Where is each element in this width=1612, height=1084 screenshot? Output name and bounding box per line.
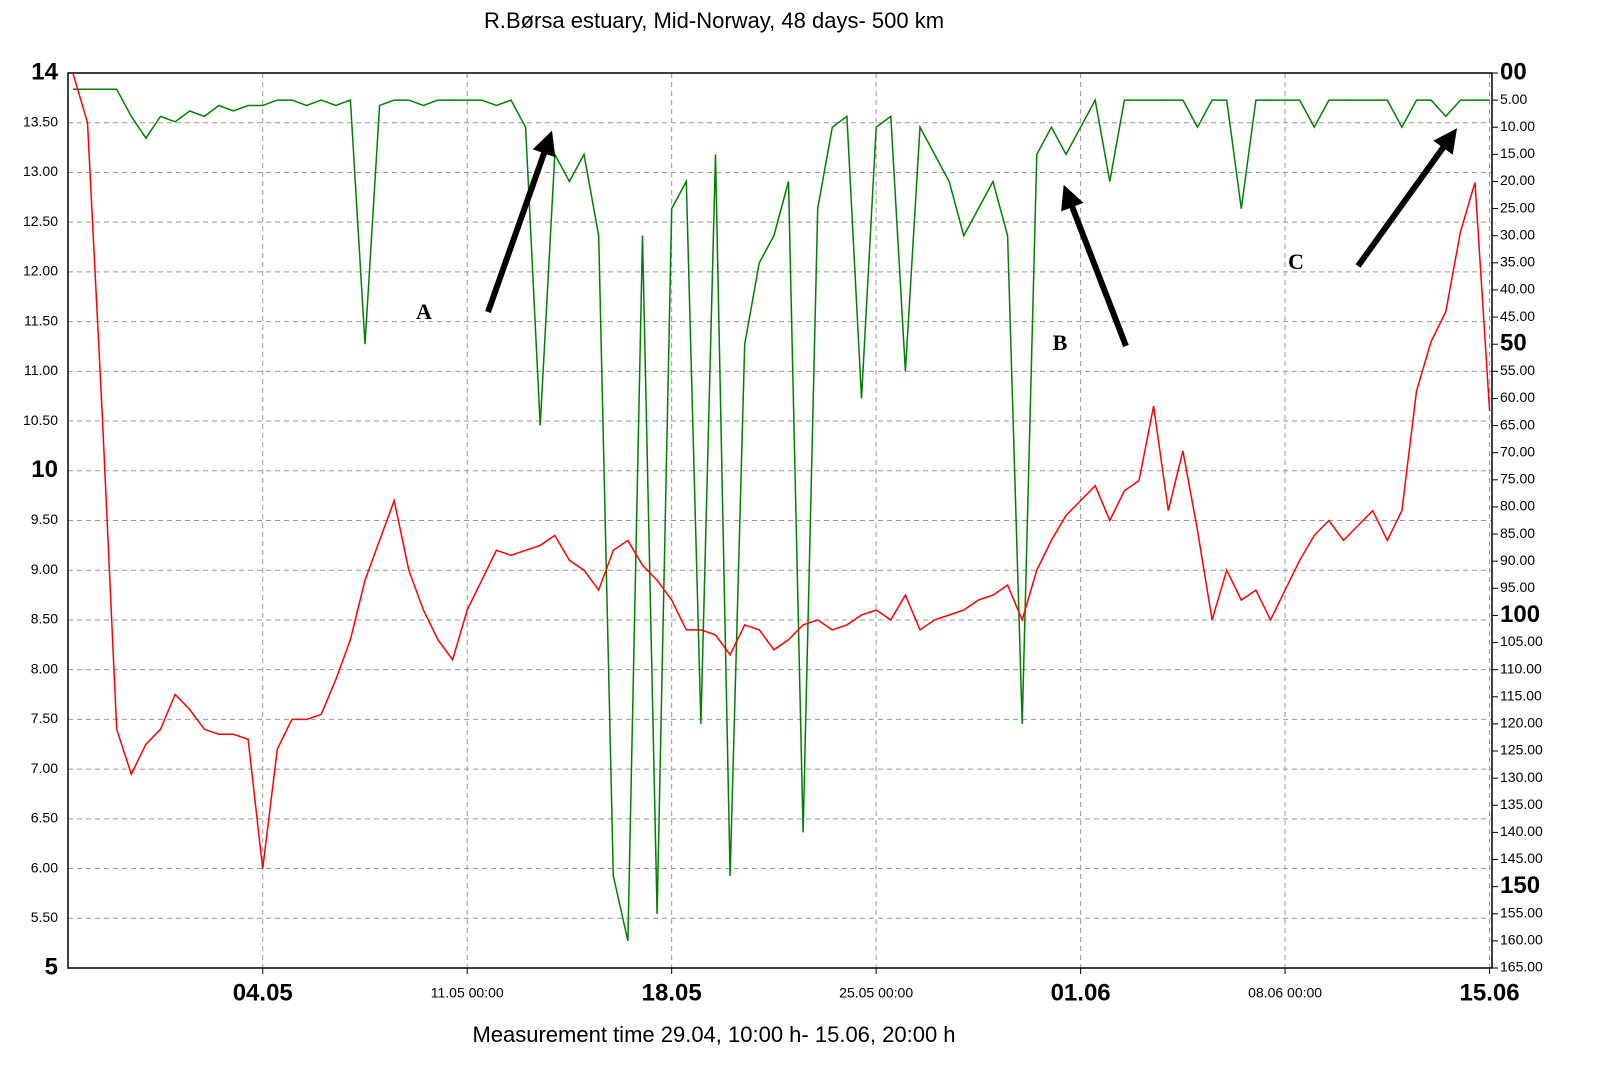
y-tick-label: 5 xyxy=(45,953,58,980)
y2-tick-label: 10.00 xyxy=(1500,118,1535,134)
y-tick-label: 11.00 xyxy=(24,362,58,378)
y-tick-label: 12.00 xyxy=(23,263,58,279)
annotation: C xyxy=(1288,249,1304,274)
y2-tick-label: 40.00 xyxy=(1500,281,1535,297)
y-tick-label: 7.00 xyxy=(31,760,58,776)
y-tick-label: 6.50 xyxy=(31,810,58,826)
annotations: A B C xyxy=(416,249,1304,355)
y2-tick-label: 125.00 xyxy=(1500,742,1543,758)
annotation-arrow xyxy=(1355,128,1458,268)
y2-tick-label: 15.00 xyxy=(1500,145,1535,161)
y-tick-label: 8.00 xyxy=(31,660,58,676)
annotation: B xyxy=(1053,330,1068,355)
y-tick-label: 9.00 xyxy=(31,561,58,577)
y2-tick-label: 65.00 xyxy=(1500,416,1535,432)
y2-tick-label: 95.00 xyxy=(1500,579,1535,595)
y2-tick-label: 45.00 xyxy=(1500,308,1535,324)
y2-tick-label: 85.00 xyxy=(1500,525,1535,541)
y2-tick-label: 135.00 xyxy=(1500,796,1543,812)
y-tick-label: 5.50 xyxy=(31,909,58,925)
y2-tick-label: 110.00 xyxy=(1500,660,1542,676)
y2-tick-label: 150 xyxy=(1500,872,1540,899)
y-tick-label: 11.50 xyxy=(24,312,58,328)
annotation-arrow xyxy=(1061,184,1129,348)
y-tick-label: 6.00 xyxy=(31,859,58,875)
x-tick-label: 04.05 xyxy=(233,979,293,1006)
y2-tick-label: 90.00 xyxy=(1500,552,1535,568)
y2-tick-label: 80.00 xyxy=(1500,498,1535,514)
plot-frame xyxy=(67,72,1493,969)
y2-tick-label: 160.00 xyxy=(1500,932,1543,948)
y2-tick-label: 130.00 xyxy=(1500,769,1543,785)
y2-tick-label: 120.00 xyxy=(1500,715,1543,731)
x-tick-label: 11.05 00:00 xyxy=(431,985,504,1001)
y-tick-label: 10.50 xyxy=(23,412,58,428)
y2-tick-label: 105.00 xyxy=(1500,633,1543,649)
y2-tick-label: 50 xyxy=(1500,330,1527,357)
x-tick-label: 08.06 00:00 xyxy=(1248,985,1322,1001)
y-tick-label: 13.50 xyxy=(23,113,58,129)
y2-tick-label: 140.00 xyxy=(1500,823,1543,839)
y-tick-label: 7.50 xyxy=(31,710,58,726)
x-tick-label: 15.06 xyxy=(1460,979,1520,1006)
data-line xyxy=(72,88,1490,942)
y-tick-label: 10 xyxy=(31,456,58,483)
y2-tick-label: 5.00 xyxy=(1500,91,1527,107)
data-line xyxy=(72,73,1491,869)
y2-tick-label: 60.00 xyxy=(1500,389,1535,405)
y2-tick-label: 75.00 xyxy=(1500,471,1535,487)
y2-tick-label: 145.00 xyxy=(1500,850,1543,866)
y-tick-label: 14 xyxy=(31,58,58,85)
x-axis-title: Measurement time 29.04, 10:00 h- 15.06, … xyxy=(472,1022,955,1047)
y-tick-label: 8.50 xyxy=(31,611,58,627)
x-tick-label: 01.06 xyxy=(1051,979,1111,1006)
y2-tick-label: 115.00 xyxy=(1500,687,1542,703)
y2-tick-label: 35.00 xyxy=(1500,254,1535,270)
y2-tick-label: 00 xyxy=(1500,58,1527,85)
y2-tick-label: 20.00 xyxy=(1500,172,1535,188)
chart-title: R.Børsa estuary, Mid-Norway, 48 days- 50… xyxy=(484,8,944,33)
annotation-arrow xyxy=(485,130,556,313)
y-tick-label: 9.50 xyxy=(31,511,58,527)
y2-tick-label: 155.00 xyxy=(1500,904,1543,920)
y2-tick-label: 25.00 xyxy=(1500,199,1535,215)
y2-tick-label: 55.00 xyxy=(1500,362,1535,378)
annotation: A xyxy=(416,299,432,324)
y2-tick-label: 165.00 xyxy=(1500,959,1543,975)
y2-tick-label: 70.00 xyxy=(1500,443,1535,459)
x-tick-label: 18.05 xyxy=(642,979,702,1006)
y-tick-label: 12.50 xyxy=(23,213,58,229)
y-tick-label: 13.00 xyxy=(23,163,58,179)
y2-tick-label: 30.00 xyxy=(1500,226,1535,242)
x-tick-label: 25.05 00:00 xyxy=(839,985,913,1001)
y2-tick-label: 100 xyxy=(1500,601,1540,628)
